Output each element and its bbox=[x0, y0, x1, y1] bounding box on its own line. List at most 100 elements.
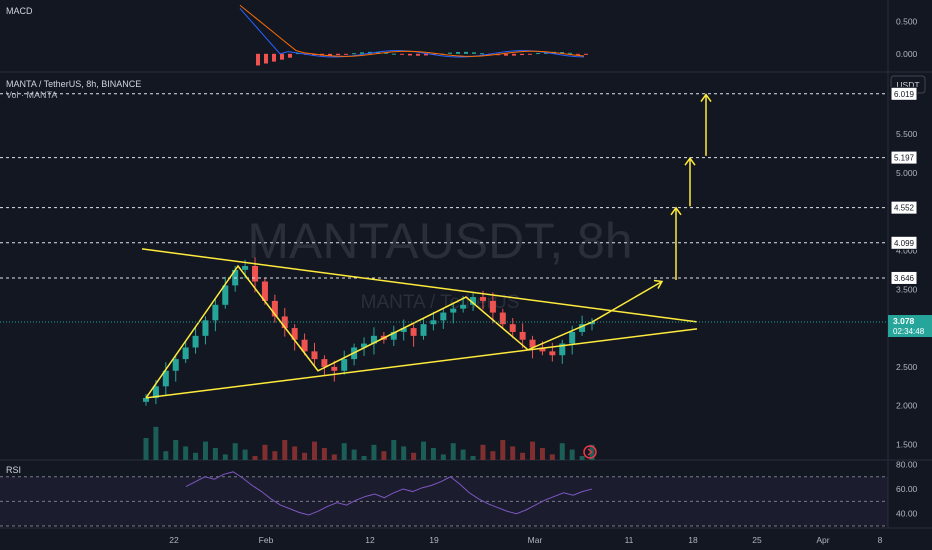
target-level-box bbox=[890, 200, 918, 215]
candle-body bbox=[519, 331, 526, 340]
macd-plot bbox=[239, 4, 588, 66]
target-level-value: 3.646 bbox=[894, 274, 915, 283]
candle-body bbox=[549, 351, 556, 356]
volume-bar bbox=[520, 452, 526, 460]
volume-bar bbox=[579, 456, 585, 460]
arrow-head bbox=[700, 93, 712, 102]
candle-body bbox=[361, 343, 368, 348]
candle-body bbox=[311, 351, 318, 360]
arrow-head bbox=[653, 279, 664, 289]
volume-bar bbox=[480, 444, 486, 460]
macd-histogram-bar bbox=[280, 53, 284, 60]
candle-body bbox=[539, 347, 546, 352]
volume-bar bbox=[292, 446, 298, 460]
current-price-value: 3.078 bbox=[893, 316, 915, 326]
target-level-box bbox=[890, 86, 918, 101]
candle-body bbox=[499, 312, 506, 325]
volume-bar bbox=[331, 454, 337, 460]
volume-bar bbox=[549, 454, 555, 460]
candle-body bbox=[370, 335, 377, 344]
volume-bar bbox=[202, 441, 208, 460]
time-tick: 25 bbox=[752, 535, 762, 545]
macd-price-axis: 0.500 0.000 bbox=[896, 16, 918, 58]
macd-histogram-bar bbox=[416, 53, 420, 56]
target-level-value: 4.552 bbox=[894, 204, 915, 213]
rsi-label: RSI bbox=[6, 465, 21, 475]
candle-body bbox=[430, 320, 437, 325]
volume-bar bbox=[183, 446, 189, 460]
candle-body bbox=[252, 266, 259, 282]
volume-bar bbox=[311, 441, 317, 460]
candle-body bbox=[202, 320, 209, 336]
bar-countdown: 02:34:48 bbox=[893, 327, 925, 336]
macd-histogram-bar bbox=[264, 53, 268, 64]
time-tick: Feb bbox=[259, 535, 274, 545]
volume-bar bbox=[272, 451, 278, 460]
candle-body bbox=[242, 266, 249, 270]
time-tick: 11 bbox=[625, 535, 634, 545]
candle-body bbox=[450, 308, 457, 313]
symbol-title: MANTA / TetherUS, 8h, BINANCE bbox=[6, 79, 141, 89]
macd-histogram-bar bbox=[328, 53, 332, 56]
candle-body bbox=[589, 322, 595, 325]
macd-tick: 0.000 bbox=[896, 49, 918, 59]
rsi-line bbox=[185, 471, 593, 516]
volume-bar bbox=[282, 440, 288, 460]
rsi-tick: 60.00 bbox=[896, 484, 918, 494]
volume-bar bbox=[470, 456, 476, 460]
volume-bar bbox=[341, 443, 347, 460]
macd-histogram-bar bbox=[512, 53, 516, 56]
macd-histogram-bar bbox=[472, 52, 476, 54]
price-tick: 5.000 bbox=[896, 168, 918, 178]
candle-body bbox=[460, 304, 467, 309]
price-tick: 4.000 bbox=[896, 245, 918, 255]
volume-bar bbox=[163, 451, 169, 460]
candle-body bbox=[559, 343, 566, 356]
volume-bar bbox=[539, 448, 545, 460]
volume-bar bbox=[500, 440, 506, 460]
candle-body bbox=[291, 328, 298, 340]
macd-histogram-bar bbox=[408, 53, 412, 56]
candle-body bbox=[479, 297, 486, 301]
candle-body bbox=[529, 339, 536, 348]
time-tick: 22 bbox=[169, 535, 179, 545]
volume-bar bbox=[421, 441, 427, 460]
currency-button-label[interactable]: USDT bbox=[896, 80, 919, 90]
volume-bar bbox=[262, 444, 268, 460]
candle-body bbox=[182, 347, 189, 360]
arrow-head bbox=[684, 156, 696, 166]
alert-icon[interactable] bbox=[583, 445, 597, 459]
candle-body bbox=[143, 397, 149, 402]
pattern-drawings bbox=[141, 93, 712, 399]
candle-body bbox=[470, 297, 477, 305]
macd-histogram-bar bbox=[352, 53, 356, 55]
macd-histogram-bar bbox=[448, 52, 452, 54]
support-trendline[interactable] bbox=[145, 328, 698, 399]
volume-indicator-label: Vol · MANTA bbox=[6, 90, 57, 100]
macd-histogram-bar bbox=[376, 52, 380, 54]
volume-bar bbox=[193, 452, 199, 460]
target-level-value: 6.019 bbox=[894, 90, 915, 99]
candle-body bbox=[281, 316, 288, 329]
rsi-axis: 80.00 60.00 40.00 bbox=[896, 459, 918, 518]
volume-bar bbox=[530, 441, 536, 460]
macd-histogram-bar bbox=[584, 53, 588, 55]
macd-histogram-bar bbox=[504, 53, 508, 56]
macd-histogram-bar bbox=[424, 53, 428, 56]
candle-body bbox=[331, 366, 338, 371]
candle-body bbox=[321, 359, 328, 367]
candle-body bbox=[440, 312, 447, 321]
volume-bar bbox=[173, 440, 179, 460]
candle-body bbox=[390, 331, 397, 340]
candle-body bbox=[212, 304, 219, 321]
macd-histogram-bar bbox=[384, 52, 388, 54]
candle-body bbox=[261, 281, 268, 301]
candle-body bbox=[489, 300, 496, 313]
watermark-symbol: MANTAUSDT, 8h bbox=[247, 213, 632, 269]
volume-bar bbox=[510, 446, 516, 460]
volume-bar bbox=[460, 449, 466, 460]
macd-histogram-bar bbox=[480, 53, 484, 55]
resistance-trendline[interactable] bbox=[141, 248, 698, 323]
current-price-label: 3.078 02:34:48 bbox=[888, 315, 932, 338]
